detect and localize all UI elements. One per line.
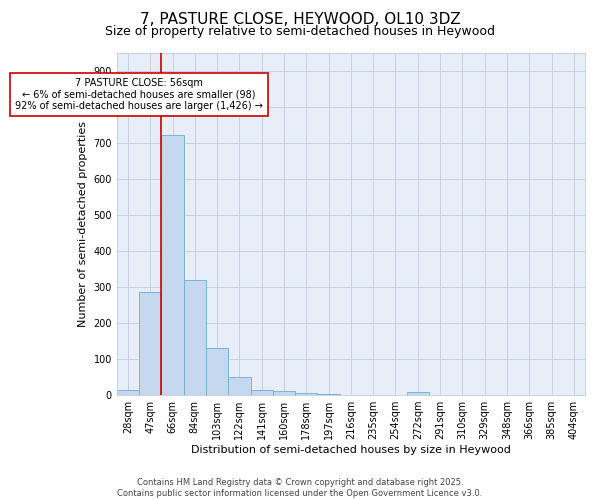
Bar (206, 348, 228, 395)
Bar (251, 390, 273, 395)
Bar (273, 392, 295, 395)
Bar (117, 390, 139, 395)
Text: 7 PASTURE CLOSE: 56sqm
← 6% of semi-detached houses are smaller (98)
92% of semi: 7 PASTURE CLOSE: 56sqm ← 6% of semi-deta… (15, 78, 263, 111)
Y-axis label: Number of semi-detached properties: Number of semi-detached properties (78, 121, 88, 327)
Text: Contains HM Land Registry data © Crown copyright and database right 2025.
Contai: Contains HM Land Registry data © Crown c… (118, 478, 482, 498)
Bar (317, 394, 340, 395)
Text: Size of property relative to semi-detached houses in Heywood: Size of property relative to semi-detach… (105, 25, 495, 38)
Bar (139, 292, 161, 395)
Bar (295, 394, 317, 395)
Bar (407, 392, 429, 395)
Bar (228, 377, 251, 395)
Bar (161, 136, 184, 395)
Text: 7, PASTURE CLOSE, HEYWOOD, OL10 3DZ: 7, PASTURE CLOSE, HEYWOOD, OL10 3DZ (140, 12, 460, 28)
X-axis label: Distribution of semi-detached houses by size in Heywood: Distribution of semi-detached houses by … (191, 445, 511, 455)
Bar (184, 280, 206, 395)
